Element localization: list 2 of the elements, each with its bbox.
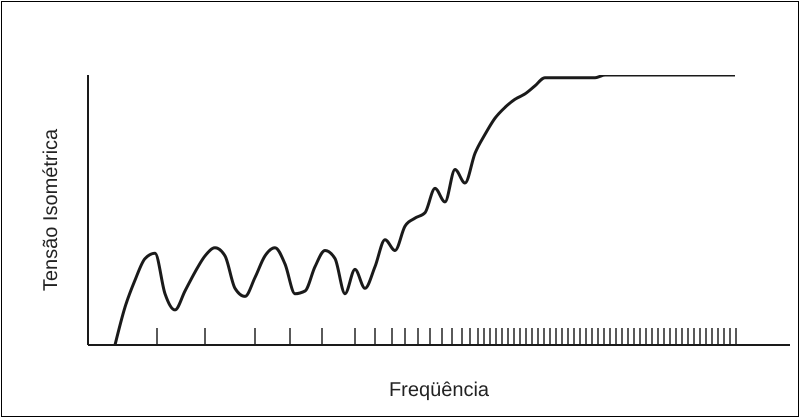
y-axis-title: Tensão Isométrica [40, 128, 62, 292]
x-axis-title: Freqüência [388, 379, 490, 401]
